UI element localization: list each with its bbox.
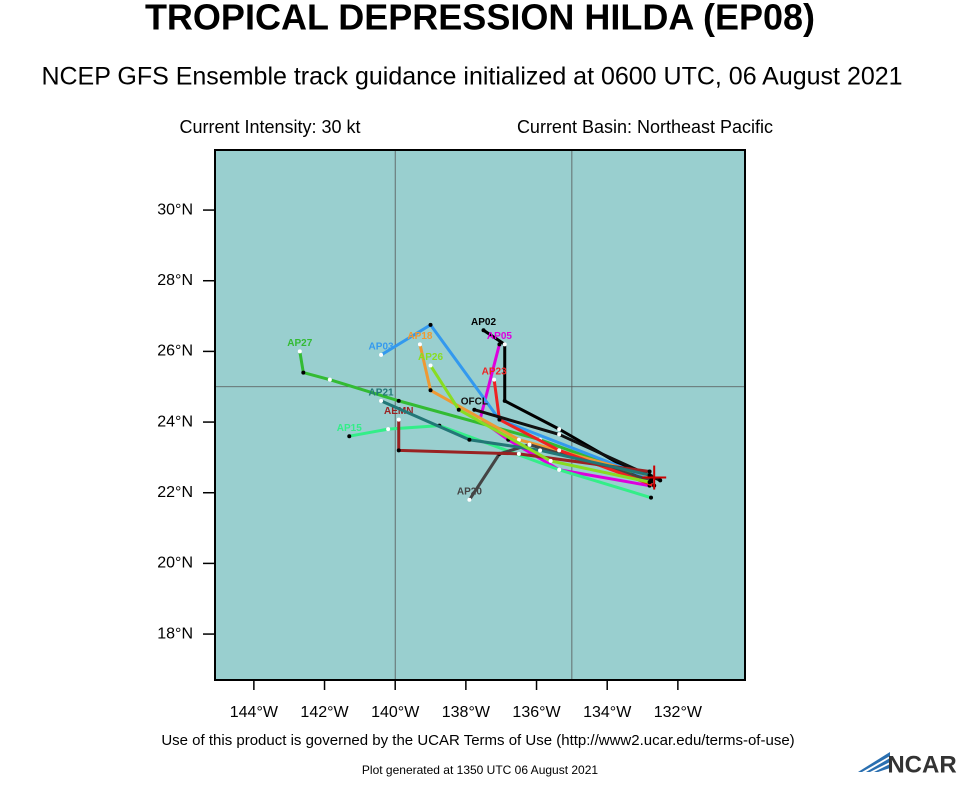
track-point [492,377,497,382]
track-point [481,328,486,333]
track-point [396,417,401,422]
track-label: AP27 [287,338,312,349]
track-point [467,437,472,442]
track-point [516,437,521,442]
track-point [456,407,461,412]
subtitle: NCEP GFS Ensemble track guidance initial… [41,63,902,91]
track-point [396,448,401,453]
map-frame [214,149,746,681]
y-tick-label: 22°N [157,484,193,501]
track-point [472,407,477,412]
track-point [557,427,562,432]
track-point [467,497,472,502]
generated: Plot generated at 1350 UTC 06 August 202… [362,763,598,777]
track-point [396,398,401,403]
track-point [649,495,654,500]
x-tick-label: 136°W [512,704,561,721]
y-tick-label: 20°N [157,555,193,572]
track-label: AP26 [418,352,443,363]
track-point [386,427,391,432]
track-point [379,352,384,357]
track: OFCL [461,396,663,483]
intensity: Current Intensity: 30 kt [179,117,360,137]
track: AP23 [482,366,657,488]
track-label: AP03 [369,342,394,353]
track-line [418,343,652,478]
track-point [502,342,507,347]
ncar-logo: NCAR [858,751,957,778]
x-tick-label: 144°W [230,704,279,721]
track-point [658,478,663,483]
track-point [538,448,543,453]
track-point [379,398,384,403]
track-label: AP20 [457,486,482,497]
track-point [647,473,652,478]
track: AP26 [418,352,652,485]
track: AEMN [384,406,652,474]
track-line [429,364,650,484]
y-tick-label: 30°N [157,201,193,218]
track-point [297,349,302,354]
track-point [502,398,507,403]
track-point [301,370,306,375]
y-tick-label: 24°N [157,413,193,430]
track-label: AP18 [407,331,432,342]
track-line [492,379,655,488]
track-point [428,363,433,368]
track-line [397,419,650,474]
y-tick-label: 26°N [157,343,193,360]
track-point [428,388,433,393]
logo-swoosh [858,752,890,772]
track-label: AP23 [482,366,507,377]
basin: Current Basin: Northeast Pacific [517,117,773,137]
track-point [557,467,562,472]
track-point [647,469,652,474]
track-line [380,399,650,477]
track-label: AP02 [471,317,496,328]
track-label: AP15 [337,423,362,434]
track-point [647,480,652,485]
title: TROPICAL DEPRESSION HILDA (EP08) [145,0,815,38]
track-point [327,377,332,382]
track-point [516,451,521,456]
track-point [428,322,433,327]
terms: Use of this product is governed by the U… [161,732,794,749]
track-point [557,448,562,453]
y-tick-label: 28°N [157,272,193,289]
x-tick-label: 142°W [300,704,349,721]
track-label: AP21 [369,388,394,399]
track-point [497,342,502,347]
track-label: AP05 [487,331,512,342]
track-point [347,434,352,439]
logo-text: NCAR [887,751,956,778]
y-tick-label: 18°N [157,625,193,642]
track-line [380,323,652,480]
x-tick-label: 132°W [654,704,703,721]
track-point [557,432,562,437]
track-line [298,351,652,482]
track-point [417,342,422,347]
x-tick-label: 138°W [442,704,491,721]
track-label: AEMN [384,406,413,417]
x-tick-label: 140°W [371,704,420,721]
track: AP21 [369,388,652,478]
track-point [548,458,553,463]
track-label: OFCL [461,396,488,407]
track-point [527,442,532,447]
x-tick-label: 134°W [583,704,632,721]
